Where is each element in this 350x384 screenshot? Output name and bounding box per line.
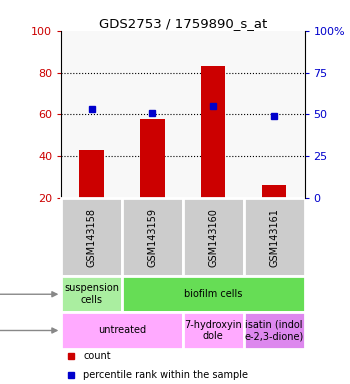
Text: percentile rank within the sample: percentile rank within the sample [83, 370, 248, 380]
Bar [183, 312, 244, 349]
Bar [244, 312, 304, 349]
Text: count: count [83, 351, 111, 361]
Bar [244, 198, 304, 276]
Bar [140, 119, 164, 198]
Text: GSM143160: GSM143160 [208, 208, 218, 266]
Text: suspension
cells: suspension cells [64, 283, 119, 305]
Text: 7-hydroxyin
dole: 7-hydroxyin dole [184, 320, 242, 341]
Bar [79, 150, 104, 198]
Bar [201, 66, 225, 198]
Text: GSM143158: GSM143158 [87, 208, 97, 266]
Bar [122, 276, 304, 312]
Text: GSM143159: GSM143159 [147, 208, 158, 266]
Text: isatin (indol
e-2,3-dione): isatin (indol e-2,3-dione) [244, 320, 304, 341]
Bar [61, 312, 183, 349]
Bar [262, 185, 286, 198]
Text: GSM143161: GSM143161 [269, 208, 279, 266]
Title: GDS2753 / 1759890_s_at: GDS2753 / 1759890_s_at [99, 17, 267, 30]
Bar [61, 276, 122, 312]
Bar [61, 198, 122, 276]
Bar [183, 198, 244, 276]
Text: biofilm cells: biofilm cells [184, 289, 243, 299]
Text: cell type: cell type [0, 289, 57, 299]
Text: agent: agent [0, 326, 57, 336]
Bar [122, 198, 183, 276]
Text: untreated: untreated [98, 326, 146, 336]
